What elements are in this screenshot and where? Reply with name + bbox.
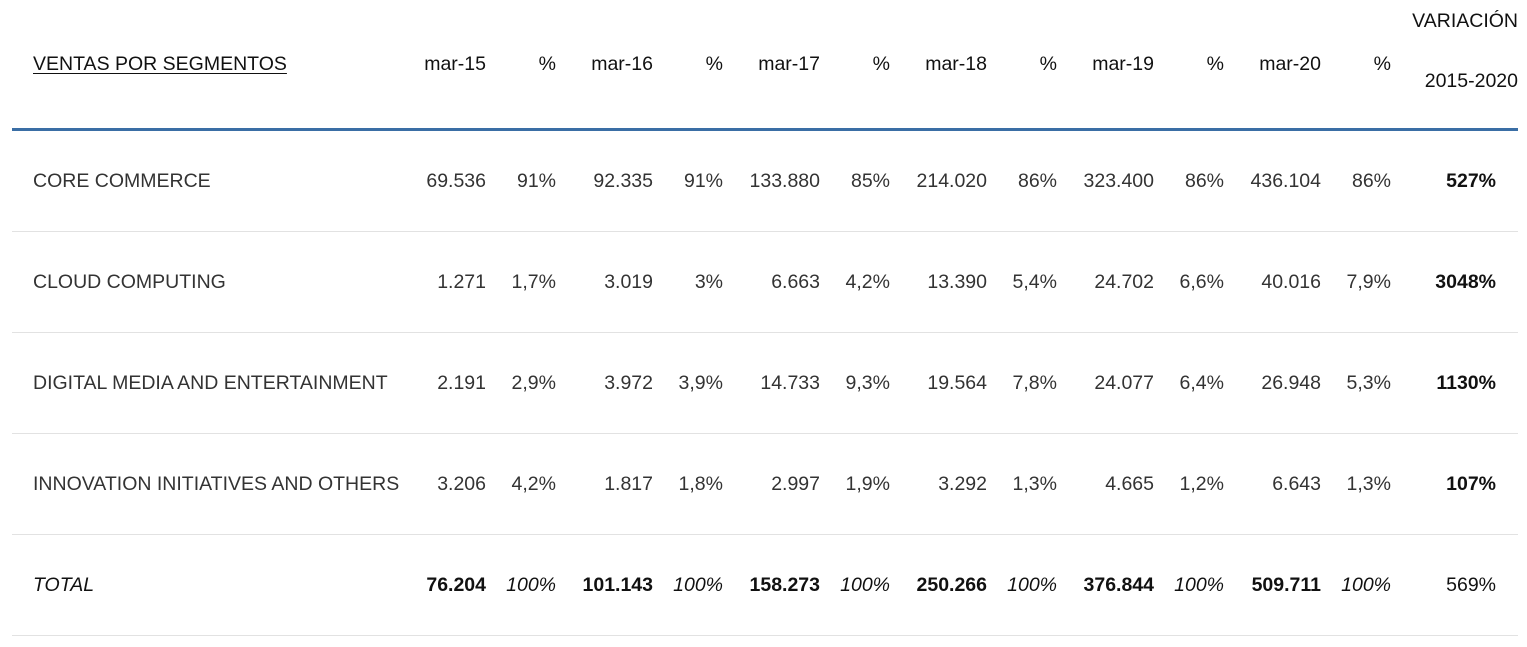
percentage-cell: 3% (661, 231, 731, 333)
percentage-cell: 5,3% (1329, 332, 1399, 434)
percentage-cell: 91% (661, 129, 731, 232)
percentage-cell: 6,4% (1162, 332, 1232, 434)
segment-header-text: VENTAS POR SEGMENTOS (33, 52, 287, 75)
segment-name-cell: INNOVATION INITIATIVES AND OTHERS (12, 433, 404, 535)
variation-cell: 1130% (1399, 332, 1518, 434)
sales-value-cell: 3.019 (564, 231, 661, 333)
segment-column-header: VENTAS POR SEGMENTOS (12, 0, 404, 131)
sales-by-segment-table: VENTAS POR SEGMENTOS mar-15 % mar-16 % m… (12, 0, 1518, 636)
percentage-cell: 100% (828, 534, 898, 636)
sales-value-cell: 323.400 (1065, 129, 1162, 232)
percentage-cell: 100% (661, 534, 731, 636)
variation-cell: 107% (1399, 433, 1518, 535)
sales-value-cell: 92.335 (564, 129, 661, 232)
percentage-cell: 9,3% (828, 332, 898, 434)
percentage-cell: 1,7% (494, 231, 564, 333)
sales-value-cell: 2.997 (731, 433, 828, 535)
sales-value-cell: 133.880 (731, 129, 828, 232)
header-row: VENTAS POR SEGMENTOS mar-15 % mar-16 % m… (12, 0, 1518, 131)
percentage-cell: 1,3% (995, 433, 1065, 535)
percentage-cell: 2,9% (494, 332, 564, 434)
sales-value-cell: 158.273 (731, 534, 828, 636)
segment-name-cell: DIGITAL MEDIA AND ENTERTAINMENT (12, 332, 404, 434)
segment-name-cell: CORE COMMERCE (12, 129, 404, 232)
percentage-cell: 86% (995, 129, 1065, 232)
percentage-cell: 1,3% (1329, 433, 1399, 535)
table-row: CLOUD COMPUTING 1.271 1,7% 3.019 3% 6.663 4,2%… (12, 231, 1518, 333)
percentage-cell: 86% (1162, 129, 1232, 232)
sales-value-cell: 436.104 (1232, 129, 1329, 232)
sales-value-cell: 6.643 (1232, 433, 1329, 535)
sales-value-cell: 24.077 (1065, 332, 1162, 434)
column-header: mar-15 (404, 0, 494, 131)
sales-value-cell: 76.204 (404, 534, 494, 636)
percentage-cell: 4,2% (494, 433, 564, 535)
sales-value-cell: 6.663 (731, 231, 828, 333)
sales-value-cell: 509.711 (1232, 534, 1329, 636)
sales-value-cell: 3.292 (898, 433, 995, 535)
variation-cell: 569% (1399, 534, 1518, 636)
percentage-cell: 86% (1329, 129, 1399, 232)
percentage-cell: 85% (828, 129, 898, 232)
sales-value-cell: 24.702 (1065, 231, 1162, 333)
percentage-cell: 4,2% (828, 231, 898, 333)
variation-header-line1: VARIACIÓN (1412, 10, 1518, 32)
percentage-cell: 6,6% (1162, 231, 1232, 333)
sales-value-cell: 4.665 (1065, 433, 1162, 535)
table-body: CORE COMMERCE 69.536 91% 92.335 91% 133.880 85… (12, 129, 1518, 636)
percentage-cell: 3,9% (661, 332, 731, 434)
percentage-cell: 100% (1329, 534, 1399, 636)
sales-value-cell: 376.844 (1065, 534, 1162, 636)
percentage-cell: 5,4% (995, 231, 1065, 333)
sales-value-cell: 14.733 (731, 332, 828, 434)
column-header: mar-20 (1232, 0, 1329, 131)
sales-value-cell: 1.817 (564, 433, 661, 535)
column-header: % (661, 0, 731, 131)
column-header: % (494, 0, 564, 131)
column-header: % (1329, 0, 1399, 131)
sales-by-segment-table-container: VENTAS POR SEGMENTOS mar-15 % mar-16 % m… (12, 0, 1518, 636)
table-row: CORE COMMERCE 69.536 91% 92.335 91% 133.880 85… (12, 129, 1518, 232)
column-header: % (828, 0, 898, 131)
sales-value-cell: 101.143 (564, 534, 661, 636)
sales-value-cell: 69.536 (404, 129, 494, 232)
total-row: TOTAL 76.204 100% 101.143 100% 158.273 100% 250… (12, 534, 1518, 636)
percentage-cell: 1,8% (661, 433, 731, 535)
column-header: % (995, 0, 1065, 131)
percentage-cell: 1,2% (1162, 433, 1232, 535)
sales-value-cell: 214.020 (898, 129, 995, 232)
sales-value-cell: 13.390 (898, 231, 995, 333)
percentage-cell: 7,8% (995, 332, 1065, 434)
percentage-cell: 1,9% (828, 433, 898, 535)
percentage-cell: 91% (494, 129, 564, 232)
table-row: INNOVATION INITIATIVES AND OTHERS 3.206 4,… (12, 433, 1518, 535)
sales-value-cell: 40.016 (1232, 231, 1329, 333)
variation-column-header: VARIACIÓN 2015-2020 (1399, 0, 1518, 131)
percentage-cell: 7,9% (1329, 231, 1399, 333)
sales-value-cell: 3.206 (404, 433, 494, 535)
table-header: VENTAS POR SEGMENTOS mar-15 % mar-16 % m… (12, 0, 1518, 131)
variation-header-line2: 2015-2020 (1424, 70, 1518, 92)
column-header: % (1162, 0, 1232, 131)
variation-cell: 3048% (1399, 231, 1518, 333)
percentage-cell: 100% (1162, 534, 1232, 636)
sales-value-cell: 1.271 (404, 231, 494, 333)
column-header: mar-19 (1065, 0, 1162, 131)
segment-name-cell: TOTAL (12, 534, 404, 636)
sales-value-cell: 19.564 (898, 332, 995, 434)
column-header: mar-18 (898, 0, 995, 131)
sales-value-cell: 2.191 (404, 332, 494, 434)
table-row: DIGITAL MEDIA AND ENTERTAINMENT 2.191 2,9%… (12, 332, 1518, 434)
variation-cell: 527% (1399, 129, 1518, 232)
column-header: mar-16 (564, 0, 661, 131)
percentage-cell: 100% (995, 534, 1065, 636)
sales-value-cell: 26.948 (1232, 332, 1329, 434)
segment-name-cell: CLOUD COMPUTING (12, 231, 404, 333)
sales-value-cell: 250.266 (898, 534, 995, 636)
sales-value-cell: 3.972 (564, 332, 661, 434)
percentage-cell: 100% (494, 534, 564, 636)
column-header: mar-17 (731, 0, 828, 131)
